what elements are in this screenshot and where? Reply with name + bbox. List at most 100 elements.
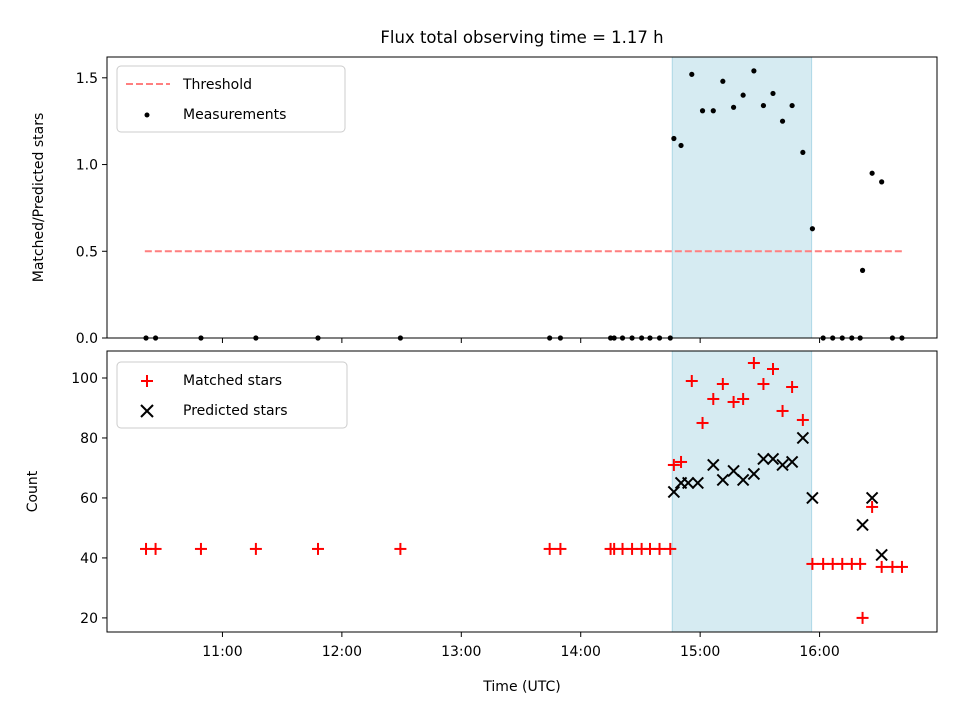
matched-star-point (796, 413, 809, 426)
predicted-star-point (785, 455, 799, 469)
x-tick-label: 16:00 (799, 644, 839, 660)
legend-measurements-swatch (144, 112, 150, 118)
measurement-point (760, 102, 767, 109)
top-y-axis: 0.0 0.5 1.0 1.5 (76, 71, 107, 347)
legend-matched-label: Matched stars (183, 373, 282, 389)
x-axis-label: Time (UTC) (482, 679, 560, 695)
predicted-star-point (736, 473, 750, 487)
matched-star-point (664, 542, 677, 555)
predicted-star-point (796, 431, 810, 445)
legend-measurements-label: Measurements (183, 107, 286, 123)
measurement-point (740, 92, 746, 98)
bottom-legend: Matched stars Predicted stars (116, 361, 348, 429)
predicted-star-point (716, 473, 730, 487)
matched-star-point (875, 560, 888, 573)
measurement-point (751, 68, 757, 74)
top-axes-frame (106, 56, 938, 339)
measurement-point (770, 90, 776, 97)
measurement-point (699, 108, 706, 114)
bottom-x-axis: 11:00 12:00 13:00 14:00 15:00 16:00 (202, 632, 840, 660)
matched-star-point (895, 560, 908, 573)
matched-star-point (766, 362, 779, 375)
measurement-point (678, 142, 684, 149)
matched-stars-points (140, 356, 908, 624)
y-tick-label: 60 (80, 491, 98, 507)
matched-star-point (786, 380, 799, 393)
predicted-star-point (766, 452, 780, 466)
y-tick-label: 40 (80, 551, 98, 567)
matched-star-point (249, 542, 262, 555)
measurement-point (879, 179, 885, 185)
top-x-ticks (221, 338, 821, 343)
predicted-stars-points (667, 431, 888, 562)
legend-threshold-label: Threshold (182, 77, 252, 93)
top-panel: 0.0 0.5 1.0 1.5 Matched/Predicted stars Thr… (31, 56, 938, 347)
y-tick-label: 0.5 (76, 244, 98, 260)
matched-star-point (675, 455, 688, 468)
matched-star-point (696, 416, 709, 429)
bottom-axes-frame (106, 350, 938, 633)
predicted-star-point (707, 458, 720, 472)
predicted-star-point (681, 476, 695, 490)
matched-star-point (149, 542, 162, 555)
measurement-point (859, 267, 866, 273)
y-tick-label: 20 (80, 611, 98, 627)
measurement-point (869, 170, 875, 176)
matched-star-point (757, 377, 770, 390)
top-y-axis-label: Matched/Predicted stars (31, 113, 47, 283)
measurement-point (789, 102, 795, 109)
measurement-point (800, 149, 806, 156)
matched-star-point (653, 542, 666, 555)
predicted-star-point (747, 467, 761, 481)
x-tick-label: 12:00 (322, 644, 362, 660)
matched-star-point (776, 404, 789, 417)
matched-star-point (747, 356, 760, 369)
bottom-panel: 20 40 60 80 100 11:00 12:00 13:00 14:00 15:00 16:… (25, 350, 938, 695)
matched-star-point (707, 392, 720, 405)
predicted-star-point (667, 485, 681, 499)
predicted-star-point (856, 518, 869, 532)
y-tick-label: 100 (71, 371, 98, 387)
measurement-point (730, 104, 737, 110)
legend-predicted-swatch (140, 404, 154, 418)
measurement-point (720, 78, 726, 84)
x-tick-label: 15:00 (680, 644, 720, 660)
matched-star-point (856, 611, 869, 624)
bottom-highlight-span (671, 350, 813, 633)
measurement-point (671, 135, 677, 142)
matched-star-point (194, 542, 207, 555)
y-tick-label: 0.0 (76, 331, 98, 347)
bottom-y-axis: 20 40 60 80 100 (71, 371, 107, 627)
matched-star-point (554, 542, 567, 555)
x-tick-label: 14:00 (561, 644, 601, 660)
chart-title: Flux total observing time = 1.17 h (380, 28, 663, 47)
y-tick-label: 1.5 (76, 71, 98, 87)
matched-star-point (311, 542, 324, 555)
x-tick-label: 13:00 (441, 644, 481, 660)
matched-star-point (854, 557, 867, 570)
predicted-star-point (757, 452, 770, 466)
y-tick-label: 80 (80, 431, 98, 447)
predicted-star-point (875, 548, 888, 562)
matched-star-point (866, 500, 879, 513)
measurement-point (809, 226, 816, 232)
top-highlight-span (671, 56, 813, 339)
measurement-point (710, 108, 716, 114)
predicted-star-point (691, 476, 704, 490)
legend-matched-swatch (141, 375, 153, 387)
measurement-point (689, 71, 695, 77)
matched-star-point (667, 458, 680, 471)
y-tick-label: 1.0 (76, 158, 98, 174)
matched-star-point (727, 395, 740, 408)
matched-star-point (716, 377, 729, 390)
legend-predicted-label: Predicted stars (183, 403, 288, 419)
bottom-y-axis-label: Count (25, 470, 41, 512)
predicted-star-point (865, 491, 879, 505)
predicted-star-point (806, 491, 819, 505)
matched-star-point (685, 374, 698, 387)
predicted-star-point (727, 464, 740, 478)
measurement-point (779, 118, 786, 124)
matched-star-point (543, 542, 556, 555)
top-legend: Threshold Measurements (116, 65, 346, 133)
